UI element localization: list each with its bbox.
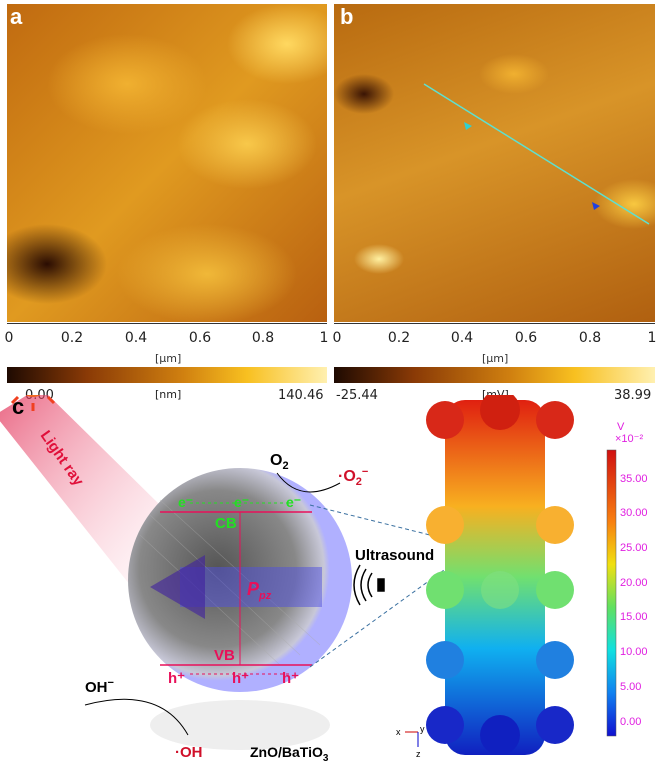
oh-minus-label: OH−: [85, 677, 114, 696]
hole: h⁺: [168, 670, 185, 687]
colorbar-max-a: 140.46: [278, 388, 324, 403]
profile-line: [423, 83, 650, 225]
device-model: [426, 395, 574, 755]
tick: 0: [4, 330, 14, 346]
ultrasound-icon: [353, 564, 385, 606]
svg-text:z: z: [416, 749, 421, 759]
x-axis-a: [7, 323, 327, 324]
tick: 0.6: [514, 330, 538, 346]
afm-topography-image: [7, 4, 327, 322]
tick: 25.00: [620, 542, 648, 554]
tick: 1: [319, 330, 329, 346]
colorbar-unit: V: [617, 421, 625, 433]
electron: e⁻: [286, 494, 301, 510]
hydroxyl-radical-label: ·OH: [175, 744, 203, 761]
tick: 1: [647, 330, 657, 346]
ppz-label: Ppz: [247, 579, 272, 602]
hole: h⁺: [232, 670, 249, 687]
reflection: [150, 700, 330, 750]
tick: 15.00: [620, 611, 648, 623]
o2-arrow: [276, 472, 341, 493]
vb-label: VB: [214, 647, 235, 664]
tick: 35.00: [620, 473, 648, 485]
tick: 5.00: [620, 681, 641, 693]
tick: 0.4: [124, 330, 148, 346]
panel-label-b: b: [340, 4, 354, 29]
marker-2: [592, 202, 600, 210]
axis-unit-a: [µm]: [155, 352, 182, 365]
tick: 0.2: [60, 330, 84, 346]
tick: 0.00: [620, 716, 641, 728]
sun-icon: [10, 395, 56, 411]
o2-label: O2: [270, 452, 289, 472]
panel-label-a: a: [10, 4, 23, 29]
tick: 0.4: [450, 330, 474, 346]
tick: 30.00: [620, 507, 648, 519]
potential-colorbar: [606, 449, 617, 737]
colorbar-scale: ×10⁻²: [615, 433, 643, 445]
tick: 20.00: [620, 577, 648, 589]
tick: 0.8: [251, 330, 275, 346]
colorbar-max-b: 38.99: [614, 388, 652, 403]
colorbar-unit-a: [nm]: [155, 388, 182, 401]
panel-label-c: c: [12, 394, 25, 419]
hole: h⁺: [282, 670, 299, 687]
x-axis-b: [334, 323, 655, 324]
marker-1: [464, 122, 472, 130]
colorbar-a: [7, 367, 327, 383]
material-label: ZnO/BaTiO3: [250, 744, 329, 764]
colorbar-ticks: 35.00 30.00 25.00 20.00 15.00 10.00 5.00…: [620, 473, 648, 728]
tick: 0.2: [387, 330, 411, 346]
tick: 0: [332, 330, 342, 346]
ultrasound-label: Ultrasound: [355, 547, 434, 564]
electron: e⁻: [234, 494, 249, 510]
schematic: Light ray e⁻ e⁻ e⁻ CB VB Ppz h⁺ h⁺ h⁺ O2…: [0, 395, 648, 764]
light-ray-beam: [0, 395, 160, 585]
superoxide-label: ·O2−: [338, 466, 368, 488]
axes-triad-icon: x y z: [396, 724, 425, 759]
colorbar-min-b: -25.44: [336, 388, 378, 403]
tick: 0.6: [188, 330, 212, 346]
kpfm-potential-image: [334, 4, 655, 322]
svg-text:x: x: [396, 727, 401, 737]
colorbar-b: [334, 367, 655, 383]
oh-arrow: [84, 698, 189, 736]
tick: 10.00: [620, 646, 648, 658]
cb-label: CB: [215, 515, 237, 532]
electron: e⁻: [178, 494, 193, 510]
svg-text:y: y: [420, 724, 425, 734]
axis-unit-b: [µm]: [482, 352, 509, 365]
tick: 0.8: [578, 330, 602, 346]
